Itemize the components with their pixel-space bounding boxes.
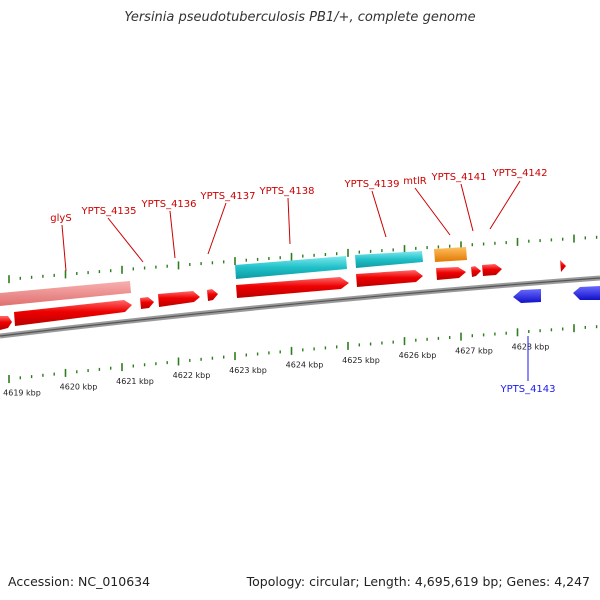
gene-YPTS-4135[interactable] [14,300,132,326]
cyan-feature-1[interactable] [235,256,347,279]
gene-mtlR[interactable] [436,267,466,280]
gene-YPTS-4143[interactable] [513,289,541,303]
gene-YPTS-4142[interactable] [482,264,502,276]
scale-label: 4627 kbp [455,347,493,356]
gene-YPTS-4139[interactable] [356,270,423,287]
scale-label: 4625 kbp [342,356,380,365]
scale-label: 4628 kbp [512,342,550,351]
gene-YPTS-4137b[interactable] [207,289,218,301]
label-leaders [61,180,521,272]
scale-labels: 4619 kbp 4620 kbp 4621 kbp 4622 kbp 4623 kbp… [3,342,549,397]
topology-text: Topology: circular; Length: 4,695,619 bp… [246,574,590,589]
accession-text: Accession: NC_010634 [8,574,151,589]
gene-label-YPTS-4139: YPTS_4139 [343,179,399,190]
gene-label-YPTS-4141: YPTS_4141 [430,172,486,183]
scale-tick-track [8,324,598,383]
gene-YPTS-4137[interactable] [158,291,200,307]
gene-YPTS-4138[interactable] [236,277,349,298]
scale-label: 4621 kbp [116,377,154,386]
gene-label-YPTS-4142: YPTS_4142 [491,168,547,179]
gene-reverse-edge[interactable] [573,286,600,300]
gene-label-mtlR: mtlR [403,176,426,187]
scale-label: 4620 kbp [60,383,98,392]
scale-label: 4623 kbp [229,366,267,375]
orange-feature[interactable] [434,247,467,262]
scale-label: 4626 kbp [399,351,437,360]
gene-label-YPTS-4143: YPTS_4143 [499,384,555,395]
cyan-feature-2[interactable] [355,251,423,268]
scale-label: 4624 kbp [286,361,324,370]
gene-label-YPTS-4138: YPTS_4138 [258,186,314,197]
gene-label-YPTS-4135: YPTS_4135 [80,206,136,217]
gene-label-glyS: glyS [50,213,71,224]
gene-glyS[interactable] [0,316,12,330]
gene-label-YPTS-4136: YPTS_4136 [140,199,196,210]
gene-YPTS-4136[interactable] [140,297,154,309]
outer-tick-track [8,234,598,284]
pseudogene-feature[interactable] [0,281,131,306]
scale-label: 4622 kbp [173,371,211,380]
map-title: Yersinia pseudotuberculosis PB1/+, compl… [124,10,476,25]
scale-label: 4619 kbp [3,389,41,398]
gene-YPTS-4141[interactable] [471,266,481,277]
gene-forward-edge[interactable] [560,260,566,272]
gene-label-YPTS-4137: YPTS_4137 [199,191,255,202]
